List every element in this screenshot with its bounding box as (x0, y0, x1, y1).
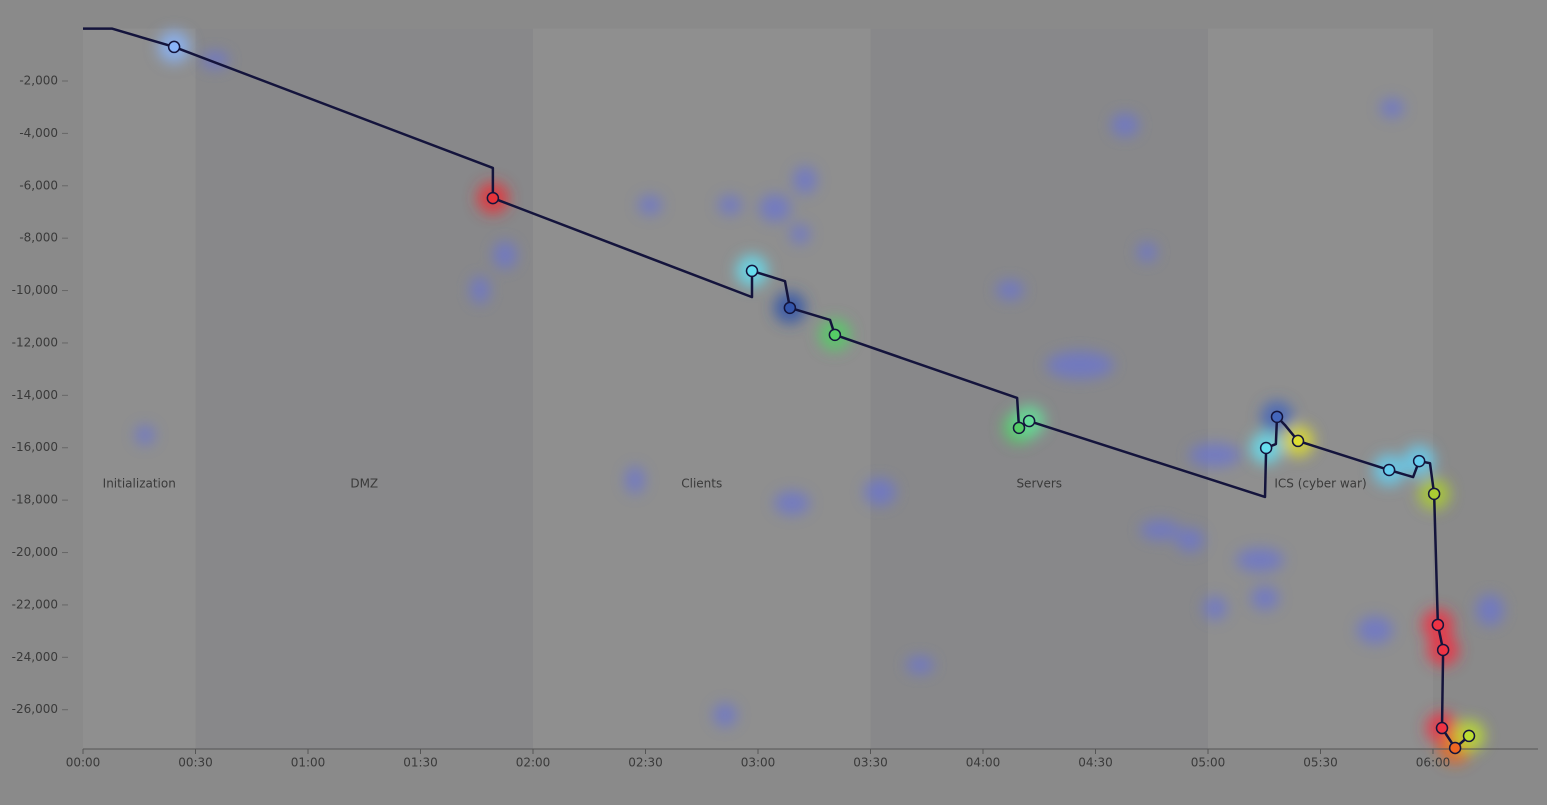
marker (1427, 487, 1441, 501)
marker (828, 328, 842, 342)
x-tick-label: 06:00 (1416, 756, 1451, 770)
marker (1435, 721, 1449, 735)
marker (1412, 454, 1426, 468)
marker (783, 301, 797, 315)
y-tick-label: -24,000 (12, 650, 58, 664)
y-tick-label: -8,000 (19, 231, 58, 245)
phase-band (1208, 28, 1433, 750)
phase-band (195, 28, 533, 750)
phase-label: DMZ (350, 477, 378, 491)
phase-band (870, 28, 1208, 750)
y-tick-label: -20,000 (12, 545, 58, 559)
y-tick-label: -14,000 (12, 388, 58, 402)
marker (1462, 729, 1476, 743)
marker (1382, 463, 1396, 477)
phase-label: ICS (cyber war) (1274, 477, 1366, 491)
x-tick-label: 05:30 (1303, 756, 1338, 770)
phase-bands (83, 28, 1433, 750)
marker (1436, 643, 1450, 657)
phase-label: Clients (681, 477, 722, 491)
x-tick-label: 03:00 (741, 756, 776, 770)
x-tick-label: 04:30 (1078, 756, 1113, 770)
marker (1012, 421, 1026, 435)
x-tick-label: 01:30 (403, 756, 438, 770)
y-tick-label: -26,000 (12, 702, 58, 716)
y-tick-label: -12,000 (12, 335, 58, 349)
x-tick-label: 01:00 (291, 756, 326, 770)
heat-decoration (135, 51, 1504, 727)
y-tick-label: -22,000 (12, 597, 58, 611)
y-tick-label: -2,000 (19, 73, 58, 87)
marker (1291, 434, 1305, 448)
x-tick-label: 05:00 (1191, 756, 1226, 770)
marker (745, 264, 759, 278)
x-tick-label: 02:30 (628, 756, 663, 770)
x-tick-label: 04:00 (966, 756, 1001, 770)
y-tick-label: -10,000 (12, 283, 58, 297)
x-tick-label: 00:30 (178, 756, 213, 770)
y-tick-label: -18,000 (12, 493, 58, 507)
marker (167, 40, 181, 54)
marker (1022, 414, 1036, 428)
y-tick-label: -16,000 (12, 440, 58, 454)
phase-band (83, 28, 196, 750)
x-tick-label: 02:00 (516, 756, 551, 770)
marker (1431, 618, 1445, 632)
x-tick-label: 00:00 (66, 756, 101, 770)
phase-label: Initialization (103, 477, 176, 491)
marker (486, 191, 500, 205)
x-tick-label: 03:30 (853, 756, 888, 770)
y-tick-label: -4,000 (19, 126, 58, 140)
marker (1259, 441, 1273, 455)
phase-label: Servers (1016, 477, 1062, 491)
y-tick-label: -6,000 (19, 178, 58, 192)
marker (1448, 741, 1462, 755)
line (83, 27, 1470, 750)
marker (1270, 410, 1284, 424)
phase-band (533, 28, 871, 750)
